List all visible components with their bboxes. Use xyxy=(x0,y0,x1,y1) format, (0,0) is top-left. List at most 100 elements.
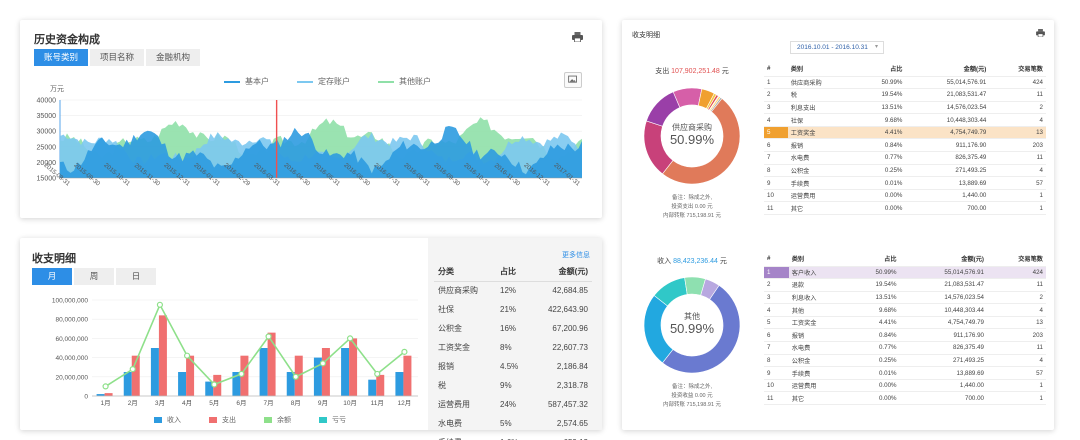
balance-point[interactable] xyxy=(401,348,408,355)
table-row[interactable]: 2 退款 19.54% 21,083,531.47 11 xyxy=(764,278,1046,292)
bar-expense[interactable] xyxy=(131,355,140,396)
bar-expense[interactable] xyxy=(213,374,222,396)
table-row[interactable]: 公积金 16% 67,200.96 xyxy=(434,319,592,338)
legend-item[interactable]: 基本户 xyxy=(224,76,269,87)
bar-expense[interactable] xyxy=(104,393,113,396)
legend-item[interactable]: 亏亏 xyxy=(319,415,346,425)
bar-income[interactable] xyxy=(313,357,322,396)
table-row[interactable]: 运营费用 24% 587,457.32 xyxy=(434,395,592,414)
bar-expense[interactable] xyxy=(349,338,358,396)
bar-income[interactable] xyxy=(395,372,404,396)
table-cell: 9.68% xyxy=(847,303,900,317)
table-row[interactable]: 11 其它 0.00% 700.00 1 xyxy=(764,201,1046,216)
table-cell: 4 xyxy=(989,113,1046,127)
income-amount: 88,423,236.44 xyxy=(673,258,718,265)
table-row[interactable]: 税 9% 2,318.78 xyxy=(434,376,592,395)
table-row[interactable]: 供应商采购 12% 42,684.85 xyxy=(434,281,592,300)
table-row[interactable]: 9 手续费 0.01% 13,889.69 57 xyxy=(764,366,1046,380)
donut-slice[interactable] xyxy=(662,95,741,185)
table-row[interactable]: 3 利息收入 13.51% 14,576,023.54 2 xyxy=(764,291,1046,305)
table-row[interactable]: 10 运营费用 0.00% 1,440.00 1 xyxy=(764,379,1046,393)
donut-slice[interactable] xyxy=(710,97,723,113)
bar-income[interactable] xyxy=(232,372,241,396)
table-row[interactable]: 5 工资奖金 4.41% 4,754,749.79 13 xyxy=(764,126,1046,140)
legend-item[interactable]: 余额 xyxy=(264,415,291,425)
bar-income[interactable] xyxy=(341,348,350,396)
bar-expense[interactable] xyxy=(158,315,167,396)
expense-table: # 类别 占比 金额(元) 交易笔数 1 供应商采购 50.99% 55,014,576.91… xyxy=(764,62,1046,216)
table-row[interactable]: 4 社保 9.68% 10,448,303.44 4 xyxy=(764,113,1046,127)
donut-slice[interactable] xyxy=(700,278,720,300)
bar-expense[interactable] xyxy=(403,355,412,396)
bar-income[interactable] xyxy=(205,381,214,396)
date-range-select[interactable]: 2016.10.01 - 2016.10.31 ▾ xyxy=(790,41,884,54)
bar-expense[interactable] xyxy=(376,374,385,396)
image-export-button[interactable] xyxy=(564,72,582,88)
more-info-link[interactable]: 更多信息 xyxy=(562,252,590,259)
balance-point[interactable] xyxy=(238,370,245,378)
bar-expense[interactable] xyxy=(240,355,249,396)
balance-point[interactable] xyxy=(129,366,136,373)
table-row[interactable]: 6 报销 0.84% 911,176.90 203 xyxy=(764,328,1046,343)
balance-point[interactable] xyxy=(292,373,299,380)
print-icon[interactable] xyxy=(1036,29,1045,37)
table-row[interactable]: 6 报销 0.84% 911,176.90 203 xyxy=(764,138,1046,153)
table-row[interactable]: 7 水电费 0.77% 826,375.49 11 xyxy=(764,151,1046,165)
table-row[interactable]: 9 手续费 0.01% 13,889.69 57 xyxy=(764,176,1046,190)
legend-item[interactable]: 定存账户 xyxy=(297,76,350,87)
y-tick-label: 0 xyxy=(84,394,88,401)
bar-expense[interactable] xyxy=(321,348,330,396)
balance-point[interactable] xyxy=(265,333,272,340)
balance-point[interactable] xyxy=(211,381,218,388)
bar-expense[interactable] xyxy=(186,355,195,396)
balance-point[interactable] xyxy=(156,301,164,308)
table-row[interactable]: 2 税 19.54% 21,083,531.47 11 xyxy=(764,88,1046,102)
tab-financial-institution[interactable]: 金融机构 xyxy=(146,49,201,66)
y-tick-label: 60,000,000 xyxy=(55,336,88,343)
legend-item[interactable]: 其他账户 xyxy=(378,76,431,87)
bar-income[interactable] xyxy=(368,379,377,396)
table-row[interactable]: 11 其它 0.00% 700.00 1 xyxy=(764,391,1046,406)
tab-month[interactable]: 月 xyxy=(32,268,72,285)
bar-income[interactable] xyxy=(178,372,187,396)
bar-expense[interactable] xyxy=(267,332,276,396)
tab-week[interactable]: 周 xyxy=(74,268,114,285)
table-cell: 271,493.25 xyxy=(905,164,990,178)
bar-income[interactable] xyxy=(96,394,105,396)
table-row[interactable]: 3 利息支出 13.51% 14,576,023.54 2 xyxy=(764,101,1046,115)
donut-slice[interactable] xyxy=(662,284,741,374)
table-row[interactable]: 5 工资奖金 4.41% 4,754,749.79 13 xyxy=(764,316,1046,330)
table-row[interactable]: 8 公积金 0.25% 271,493.25 4 xyxy=(764,164,1046,178)
balance-point[interactable] xyxy=(374,370,381,378)
tab-project-name[interactable]: 项目名称 xyxy=(90,49,145,66)
bar-income[interactable] xyxy=(286,372,295,396)
bar-income[interactable] xyxy=(123,372,132,396)
bar-income[interactable] xyxy=(150,348,159,396)
table-row[interactable]: 1 供应商采购 50.99% 55,014,576.91 424 xyxy=(764,76,1046,90)
table-row[interactable]: 4 其他 9.68% 10,448,303.44 4 xyxy=(764,303,1046,317)
table-cell: 0.25% xyxy=(855,164,906,178)
table-row[interactable]: 报销 4.5% 2,186.84 xyxy=(434,357,592,376)
x-tick-label: 3月 xyxy=(155,399,165,407)
table-cell: 4 xyxy=(764,113,788,127)
table-row[interactable]: 水电费 5% 2,574.65 xyxy=(434,414,592,433)
balance-point[interactable] xyxy=(183,352,191,359)
table-row[interactable]: 10 运营费用 0.00% 1,440.00 1 xyxy=(764,189,1046,203)
bar-chart: 100,000,000 80,000,000 60,000,000 40,000,00… xyxy=(52,298,418,407)
tab-day[interactable]: 日 xyxy=(116,268,156,285)
table-row[interactable]: 社保 21% 422,643.90 xyxy=(434,300,592,319)
print-icon[interactable] xyxy=(572,32,583,42)
table-row[interactable]: 1 客户收入 50.99% 55,014,576.91 424 xyxy=(764,266,1046,280)
tab-account-type[interactable]: 账号类别 xyxy=(34,49,89,66)
table-row[interactable]: 7 水电费 0.77% 826,375.49 11 xyxy=(764,341,1046,355)
table-row[interactable]: 工资奖金 8% 22,607.73 xyxy=(434,338,592,357)
balance-point[interactable] xyxy=(102,383,109,390)
table-row[interactable]: 8 公积金 0.25% 271,493.25 4 xyxy=(764,354,1046,368)
table-row[interactable]: 手续费1.6%659.12 xyxy=(434,433,592,440)
balance-point[interactable] xyxy=(346,335,354,342)
table-cell: 工资奖金 xyxy=(787,126,856,140)
legend-item[interactable]: 支出 xyxy=(209,415,236,425)
balance-point[interactable] xyxy=(319,360,327,367)
legend-item[interactable]: 收入 xyxy=(154,415,181,425)
bar-income[interactable] xyxy=(259,348,268,396)
